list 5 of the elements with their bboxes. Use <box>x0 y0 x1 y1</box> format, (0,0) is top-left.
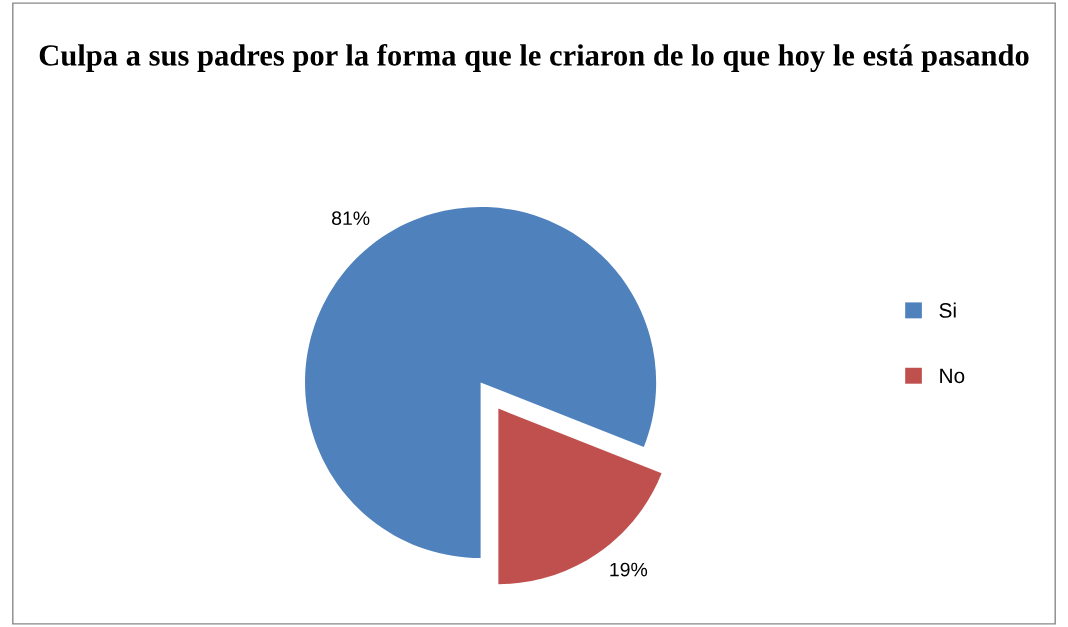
legend-label: Si <box>939 302 956 318</box>
data-label: 19% <box>610 562 648 577</box>
chart-title: Culpa a sus padres por la forma que le criaron de lo que hoy le está pasando <box>39 43 1029 72</box>
data-label: 81% <box>332 211 370 226</box>
legend-label: No <box>940 368 965 384</box>
